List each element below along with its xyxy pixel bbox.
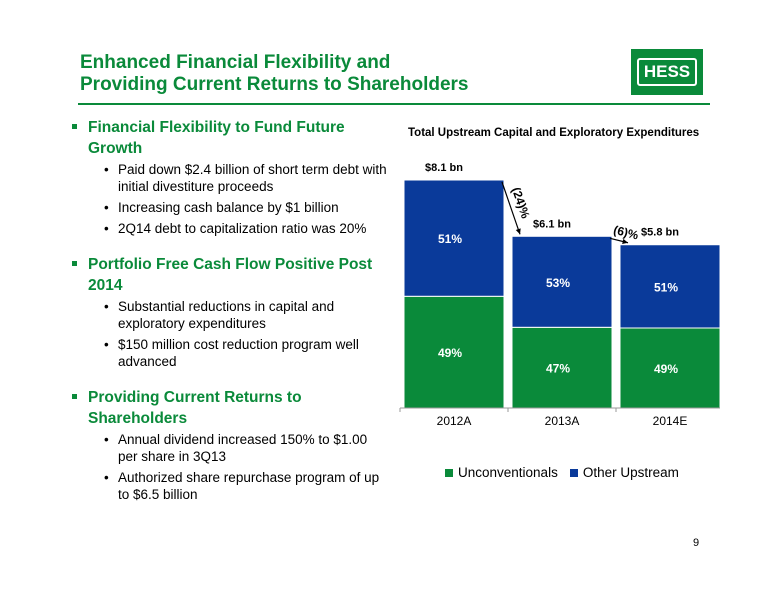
sub-bullet: • Annual dividend increased 150% to $1.00… — [70, 431, 390, 465]
bullet-heading: Providing Current Returns to Shareholder… — [70, 387, 390, 429]
sub-bullet: • 2Q14 debt to capitalization ratio was 2… — [70, 220, 390, 237]
bullet-group: Financial Flexibility to Fund Future Gro… — [70, 117, 390, 237]
bullet-list: Financial Flexibility to Fund Future Gro… — [70, 117, 390, 520]
square-bullet-icon — [72, 261, 77, 266]
sub-bullet-text: Authorized share repurchase program of u… — [118, 470, 380, 502]
hess-logo: HESS — [631, 49, 703, 95]
bullet-heading: Portfolio Free Cash Flow Positive Post 2… — [70, 254, 390, 296]
bar-segment-unconventionals — [619, 327, 720, 409]
sub-bullet-text: Increasing cash balance by $1 billion — [118, 200, 339, 215]
data-label: 53% — [546, 276, 570, 290]
bullet-heading-text: Providing Current Returns to Shareholder… — [88, 389, 302, 427]
sub-bullet: • Authorized share repurchase program of … — [70, 469, 390, 503]
dot-bullet-icon: • — [104, 432, 109, 447]
dot-bullet-icon: • — [104, 200, 109, 215]
legend-item-other-upstream: Other Upstream — [569, 465, 679, 480]
bullet-heading-text: Financial Flexibility to Fund Future Gro… — [88, 119, 345, 157]
bullet-group: Providing Current Returns to Shareholder… — [70, 387, 390, 503]
legend-swatch-other-upstream — [569, 468, 578, 477]
sub-bullet: • $150 million cost reduction program wel… — [70, 336, 390, 370]
bar-segment-unconventionals — [403, 295, 505, 409]
chart-legend: Unconventionals Other Upstream — [445, 465, 691, 480]
data-label: 49% — [438, 346, 462, 360]
x-tick-label: 2012A — [437, 414, 472, 428]
sub-bullet: • Substantial reductions in capital and e… — [70, 298, 390, 332]
dot-bullet-icon: • — [104, 299, 109, 314]
data-label: 51% — [654, 280, 678, 294]
x-tick-label: 2013A — [545, 414, 580, 428]
change-arrow-line — [501, 181, 521, 235]
bullet-heading: Financial Flexibility to Fund Future Gro… — [70, 117, 390, 159]
sub-bullet-text: Paid down $2.4 billion of short term deb… — [118, 162, 387, 194]
stacked-bar-chart: 49% 51% $8.1 bn 2012A 47% 53% $6.1 bn 2013A 49% 5… — [399, 162, 720, 428]
bar-segment-other-upstream — [511, 235, 613, 328]
dot-bullet-icon: • — [104, 221, 109, 236]
legend-label: Unconventionals — [458, 465, 558, 480]
change-label: (6)% — [612, 223, 640, 243]
legend-item-unconventionals: Unconventionals — [445, 465, 558, 480]
sub-bullet-text: Substantial reductions in capital and ex… — [118, 299, 335, 331]
square-bullet-icon — [72, 394, 77, 399]
dot-bullet-icon: • — [104, 162, 109, 177]
sub-bullet-text: 2Q14 debt to capitalization ratio was 20… — [118, 221, 367, 236]
page-number: 9 — [693, 537, 700, 549]
sub-bullet-text: Annual dividend increased 150% to $1.00 … — [118, 432, 368, 464]
bullet-heading-text: Portfolio Free Cash Flow Positive Post 2… — [88, 256, 373, 294]
sub-bullet-text: $150 million cost reduction program well… — [118, 337, 359, 369]
title-divider — [78, 103, 710, 105]
legend-label: Other Upstream — [582, 465, 679, 480]
bar-segment-other-upstream — [619, 244, 720, 329]
dot-bullet-icon: • — [104, 337, 109, 352]
total-label: $8.1 bn — [425, 162, 463, 174]
sub-bullet: • Paid down $2.4 billion of short term de… — [70, 161, 390, 195]
data-label: 47% — [546, 362, 570, 376]
change-arrow-head — [622, 238, 628, 244]
total-label: $5.8 bn — [641, 227, 679, 239]
bar-segment-other-upstream — [403, 179, 505, 297]
data-label: 49% — [654, 362, 678, 376]
chart-title: Total Upstream Capital and Exploratory E… — [408, 127, 700, 139]
legend-swatch-unconventionals — [445, 468, 453, 477]
slide-title: Enhanced Financial Flexibility and Provi… — [80, 52, 469, 95]
x-tick-label: 2014E — [653, 414, 688, 428]
square-bullet-icon — [72, 124, 77, 129]
dot-bullet-icon: • — [104, 470, 109, 485]
total-label: $6.1 bn — [533, 218, 571, 230]
sub-bullet: • Increasing cash balance by $1 billion — [70, 199, 390, 216]
logo-text: HESS — [636, 58, 698, 86]
bullet-group: Portfolio Free Cash Flow Positive Post 2… — [70, 254, 390, 370]
change-label: (24)% — [509, 185, 533, 220]
change-arrow-head — [515, 228, 521, 235]
data-label: 51% — [438, 232, 462, 246]
